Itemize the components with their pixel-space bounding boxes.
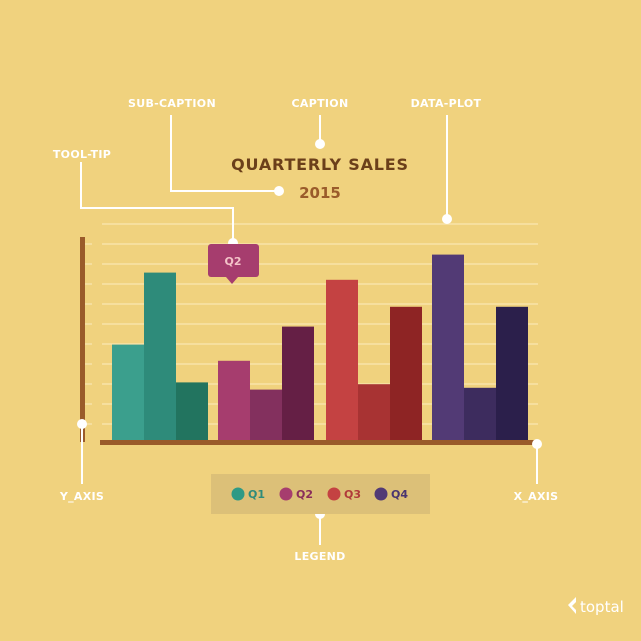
- legend-label-q2: Q2: [296, 488, 313, 501]
- annotation-x-axis: X_AXIS: [514, 490, 559, 503]
- bar-q1-3: [176, 382, 208, 440]
- sub-caption-dot: [274, 186, 284, 196]
- bar-q2-2: [250, 389, 282, 440]
- bar-q4-2: [464, 387, 496, 440]
- annotation-tool-tip: TOOL-TIP: [53, 148, 111, 161]
- bar-q1-2: [144, 272, 176, 440]
- annotation-caption: CAPTION: [292, 97, 349, 110]
- tool-tip-connector: [80, 162, 234, 243]
- bar-q1-1: [112, 344, 144, 440]
- legend-swatch-q3: [327, 487, 341, 501]
- x-axis-line: [100, 440, 536, 445]
- tooltip-pointer: [226, 277, 238, 284]
- y-axis-line: [80, 237, 85, 442]
- bar-q3-1: [326, 279, 358, 440]
- bar-q4-1: [432, 254, 464, 440]
- legend-label-q3: Q3: [344, 488, 361, 501]
- bar-q3-3: [390, 306, 422, 440]
- legend-items: Q1 Q2 Q3 Q4: [231, 487, 408, 501]
- legend-label-q4: Q4: [391, 488, 408, 501]
- tooltip-label: Q2: [224, 255, 241, 268]
- annotation-sub-caption: SUB-CAPTION: [128, 97, 216, 110]
- annotation-connectors: [80, 115, 538, 545]
- legend-label-q1: Q1: [248, 488, 265, 501]
- legend-swatch-q4: [374, 487, 388, 501]
- chart-subcaption: 2015: [299, 184, 341, 202]
- annotation-y-axis: Y_AXIS: [59, 490, 104, 503]
- tooltip-box: [208, 244, 259, 277]
- legend-swatch-q1: [231, 487, 245, 501]
- brand-name: toptal: [580, 598, 624, 616]
- legend: Q1 Q2 Q3 Q4: [211, 474, 430, 514]
- y-axis: [80, 237, 92, 442]
- annotation-legend: LEGEND: [294, 550, 345, 563]
- data-plot-dot: [442, 214, 452, 224]
- sub-caption-connector: [170, 115, 279, 192]
- bar-q3-2: [358, 384, 390, 440]
- annotation-data-plot: DATA-PLOT: [411, 97, 482, 110]
- tooltip: Q2: [208, 244, 259, 284]
- x-axis-dot: [532, 439, 542, 449]
- legend-swatch-q2: [279, 487, 293, 501]
- toptal-logo: toptal: [568, 597, 624, 616]
- toptal-logo-icon: [568, 597, 576, 614]
- chart-caption: QUARTERLY SALES: [231, 155, 409, 174]
- bar-q4-3: [496, 306, 528, 440]
- bar-q2-1: [218, 360, 250, 440]
- bars: [112, 254, 528, 440]
- caption-dot: [315, 139, 325, 149]
- legend-box: [211, 474, 430, 514]
- bar-q2-3: [282, 326, 314, 440]
- y-axis-dot: [77, 419, 87, 429]
